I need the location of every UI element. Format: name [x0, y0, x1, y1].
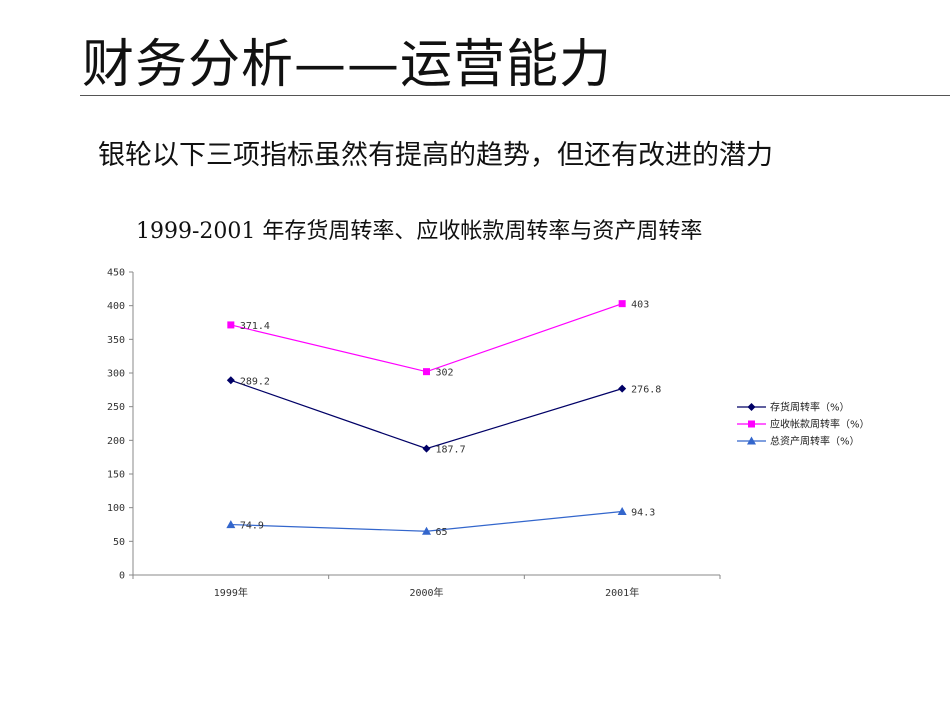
y-tick-label: 200: [107, 436, 125, 447]
y-tick-label: 50: [113, 537, 125, 548]
legend-label-2: 总资产周转率（%）: [770, 435, 860, 448]
data-label-0-0: 289.2: [240, 376, 270, 387]
x-tick-label: 2001年: [605, 586, 639, 599]
data-label-0-1: 187.7: [436, 445, 466, 456]
x-tick-label: 2000年: [409, 586, 443, 599]
data-point-2-1: [422, 526, 431, 535]
data-label-2-1: 65: [436, 527, 448, 538]
series-lines: [230, 303, 623, 532]
legend-marker-0: [747, 403, 756, 411]
y-tick-label: 250: [107, 402, 125, 413]
data-point-2-2: [617, 507, 627, 516]
data-point-0-1: [422, 444, 431, 453]
legend-label-1: 应收帐款周转率（%）: [770, 418, 870, 431]
y-tick-label: 350: [107, 335, 125, 346]
chart-axes: 0 50 100 150 200 250 300 350 400 450 1999年 2000年 200…: [107, 268, 721, 599]
data-point-1-1: [423, 368, 430, 376]
series-markers: [226, 300, 627, 535]
data-label-1-2: 403: [631, 300, 649, 311]
legend-marker-2: [747, 436, 756, 445]
y-tick-label: 400: [107, 301, 125, 312]
title-divider: [80, 95, 950, 96]
data-labels: 289.2 187.7 276.8 371.4 302 403 74.9 65 94.3: [240, 300, 661, 539]
data-label-2-2: 94.3: [631, 508, 655, 519]
legend-label-0: 存货周转率（%）: [770, 401, 850, 414]
data-point-2-0: [226, 520, 236, 529]
slide-title: 财务分析——运营能力: [82, 35, 613, 95]
legend-marker-1: [748, 420, 755, 428]
y-tick-label: 100: [107, 503, 125, 514]
y-tick-label: 450: [107, 268, 125, 279]
data-point-0-2: [618, 384, 627, 393]
x-tick-label: 1999年: [214, 586, 248, 599]
series-line-0: [230, 379, 623, 450]
chart-title: 1999-2001 年存货周转率、应收帐款周转率与资产周转率: [136, 219, 703, 244]
y-tick-label: 150: [107, 470, 125, 481]
y-tick-label: 0: [119, 571, 125, 582]
slide-subtitle: 银轮以下三项指标虽然有提高的趋势，但还有改进的潜力: [98, 140, 773, 171]
series-line-1: [230, 303, 623, 373]
data-point-1-2: [618, 300, 626, 308]
y-tick-label: 300: [107, 369, 125, 380]
data-label-0-2: 276.8: [631, 385, 661, 396]
data-point-1-0: [227, 321, 235, 329]
data-label-1-1: 302: [436, 368, 454, 379]
data-label-2-0: 74.9: [240, 521, 264, 532]
data-label-1-0: 371.4: [240, 321, 270, 332]
data-point-0-0: [226, 376, 235, 385]
chart-legend: 存货周转率（%） 应收帐款周转率（%） 总资产周转率（%）: [737, 401, 870, 448]
